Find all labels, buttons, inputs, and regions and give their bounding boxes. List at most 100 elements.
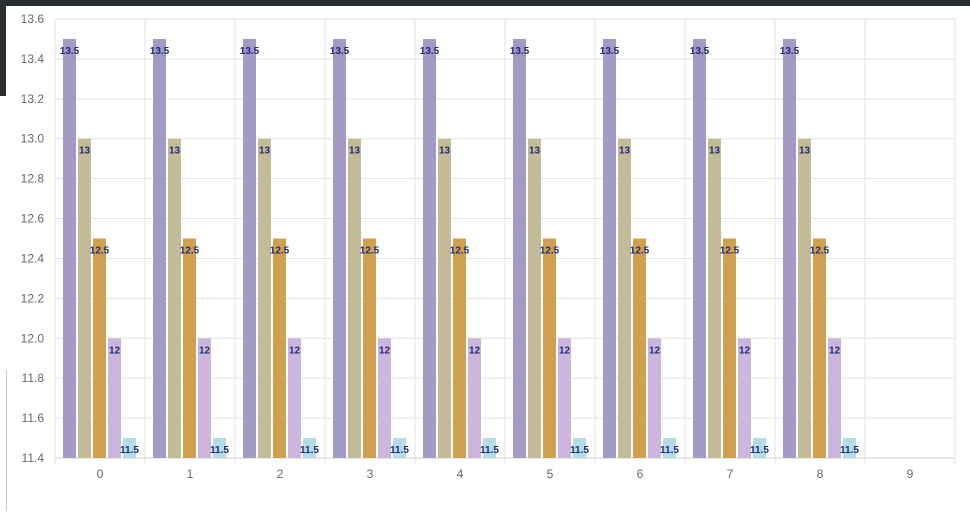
bar-data-label: 13 xyxy=(349,146,361,157)
bar xyxy=(273,238,286,458)
x-tick-label: 2 xyxy=(277,467,284,481)
bar-data-label: 13.5 xyxy=(60,46,80,57)
x-tick-label: 3 xyxy=(367,467,374,481)
y-tick-label: 13.4 xyxy=(21,52,45,66)
x-tick-label: 9 xyxy=(907,467,914,481)
bar-data-label: 12.5 xyxy=(360,246,380,257)
bar-data-label: 13.5 xyxy=(330,46,350,57)
bar xyxy=(303,438,316,458)
bar xyxy=(153,38,166,459)
bar-data-label: 13 xyxy=(169,146,181,157)
bar-data-label: 12.5 xyxy=(270,246,290,257)
y-tick-label: 12.6 xyxy=(21,212,45,226)
bar xyxy=(63,38,76,459)
bar xyxy=(78,138,91,458)
bar-data-label: 12.5 xyxy=(180,246,200,257)
bar xyxy=(813,238,826,458)
window-top-bar xyxy=(0,0,970,6)
bar xyxy=(363,238,376,458)
window-left-strip xyxy=(0,6,6,96)
bar-data-label: 11.5 xyxy=(750,445,769,456)
x-tick-label: 7 xyxy=(727,467,734,481)
bar-data-label: 12 xyxy=(829,345,841,356)
bar-data-label: 12 xyxy=(199,345,211,356)
bar-data-label: 12.5 xyxy=(540,246,560,257)
bar-data-label: 12.5 xyxy=(450,246,470,257)
bar-data-label: 13 xyxy=(529,146,541,157)
bar xyxy=(528,138,541,458)
x-tick-label: 4 xyxy=(457,467,464,481)
bar-data-label: 12 xyxy=(739,345,751,356)
y-tick-label: 13.0 xyxy=(21,132,45,146)
bar-data-label: 12 xyxy=(559,345,571,356)
bar-data-label: 13.5 xyxy=(780,46,800,57)
y-tick-label: 12.8 xyxy=(21,172,45,186)
bar xyxy=(333,38,346,459)
bar-data-label: 13 xyxy=(619,146,631,157)
bar-data-label: 12 xyxy=(109,345,121,356)
x-tick-label: 1 xyxy=(187,467,194,481)
bar xyxy=(603,38,616,459)
bar xyxy=(258,138,271,458)
bar xyxy=(783,38,796,459)
bar-data-label: 11.5 xyxy=(120,445,139,456)
bar-data-label: 13.5 xyxy=(150,46,170,57)
y-tick-label: 11.8 xyxy=(22,371,45,385)
x-tick-label: 6 xyxy=(637,467,644,481)
bar-data-label: 11.5 xyxy=(390,445,409,456)
bar-data-label: 12.5 xyxy=(720,246,740,257)
bar xyxy=(663,438,676,458)
bar-data-label: 13.5 xyxy=(690,46,710,57)
bar xyxy=(393,438,406,458)
bar xyxy=(753,438,766,458)
y-tick-label: 12.4 xyxy=(21,251,45,265)
y-tick-label: 12.2 xyxy=(21,291,45,305)
bar-data-label: 11.5 xyxy=(210,445,229,456)
bar xyxy=(483,438,496,458)
bar-data-label: 12.5 xyxy=(90,246,110,257)
bar-data-label: 13 xyxy=(259,146,271,157)
bar xyxy=(798,138,811,458)
bar xyxy=(243,38,256,459)
bar xyxy=(378,338,391,458)
bar xyxy=(828,338,841,458)
bar-data-label: 13.5 xyxy=(600,46,620,57)
bar-data-label: 13.5 xyxy=(510,46,530,57)
bar xyxy=(123,438,136,458)
y-tick-label: 13.6 xyxy=(21,12,45,26)
bar-data-label: 11.5 xyxy=(570,445,589,456)
bar xyxy=(183,238,196,458)
bar-data-label: 13 xyxy=(79,146,91,157)
bar-data-label: 12.5 xyxy=(630,246,650,257)
bar xyxy=(108,338,121,458)
bar xyxy=(453,238,466,458)
bar xyxy=(573,438,586,458)
bar-data-label: 13.5 xyxy=(420,46,440,57)
bar xyxy=(738,338,751,458)
y-tick-label: 11.6 xyxy=(22,411,45,425)
bar xyxy=(648,338,661,458)
bar-data-label: 12 xyxy=(469,345,481,356)
bar xyxy=(513,38,526,459)
bar xyxy=(543,238,556,458)
bar-data-label: 13 xyxy=(439,146,451,157)
bar xyxy=(468,338,481,458)
bar xyxy=(348,138,361,458)
y-tick-label: 11.4 xyxy=(22,451,45,465)
x-tick-label: 8 xyxy=(817,467,824,481)
window-left-rule xyxy=(6,370,7,511)
bar-data-label: 13 xyxy=(709,146,721,157)
bar xyxy=(558,338,571,458)
bar xyxy=(618,138,631,458)
bar xyxy=(723,238,736,458)
bar xyxy=(93,238,106,458)
bar xyxy=(843,438,856,458)
bar-data-label: 13.5 xyxy=(240,46,260,57)
y-tick-label: 12.0 xyxy=(21,331,45,345)
bar xyxy=(438,138,451,458)
bar xyxy=(423,38,436,459)
x-tick-label: 0 xyxy=(97,467,104,481)
bar xyxy=(288,338,301,458)
